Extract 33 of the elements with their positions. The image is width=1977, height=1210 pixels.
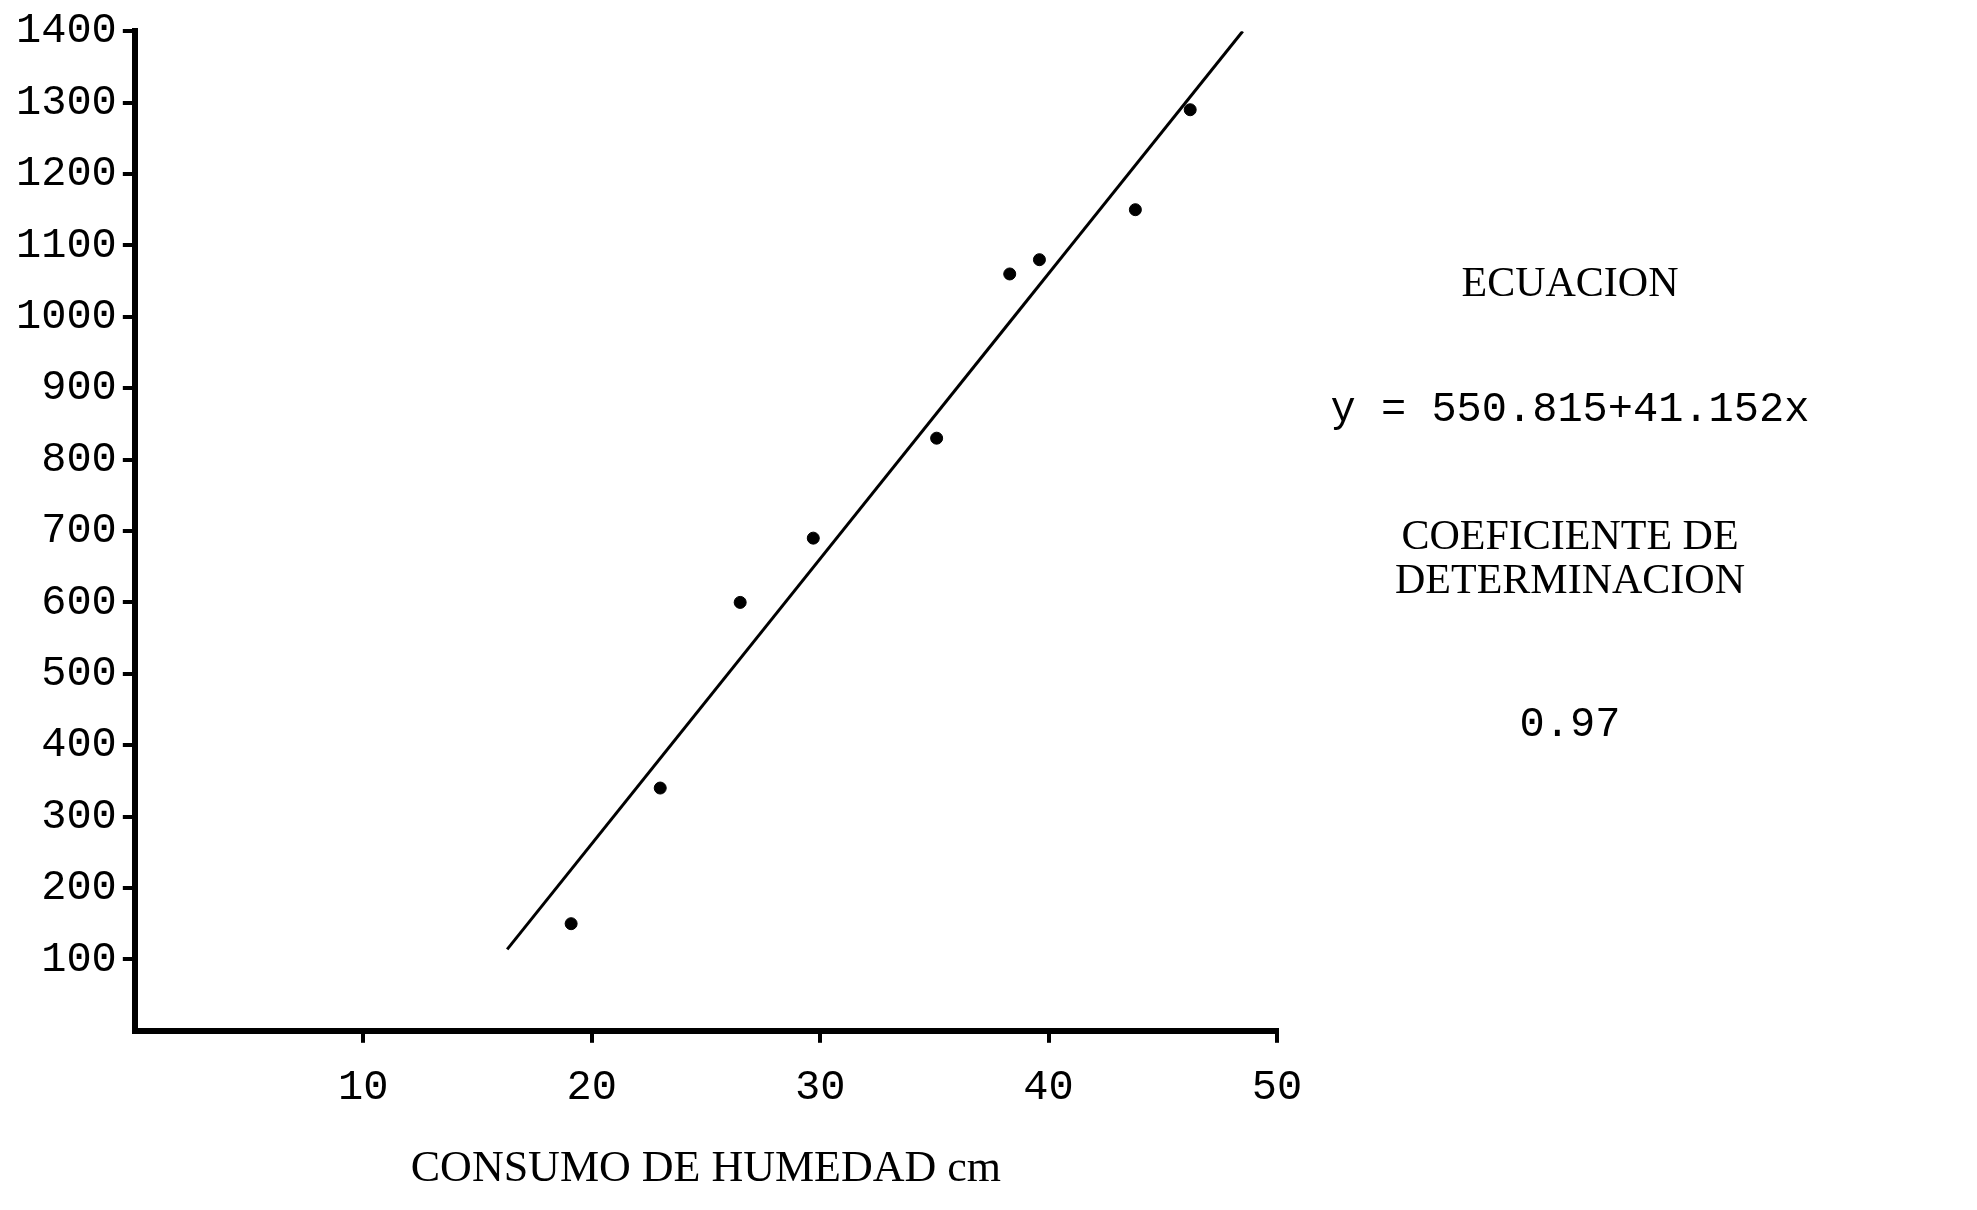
point bbox=[930, 431, 944, 445]
y-tick-label: 500 bbox=[41, 649, 117, 698]
y-tick-label: 200 bbox=[41, 864, 117, 913]
x-tick-label: 50 bbox=[1251, 1064, 1303, 1113]
y-tick-label: 1000 bbox=[15, 292, 117, 341]
point bbox=[653, 781, 667, 795]
point bbox=[733, 595, 747, 609]
x-tick-label: 10 bbox=[338, 1064, 389, 1113]
x-axis-title: CONSUMO DE HUMEDAD cm bbox=[410, 1142, 1002, 1192]
y-tick-label: 900 bbox=[41, 364, 117, 413]
point bbox=[1032, 253, 1046, 267]
y-tick-label: 600 bbox=[41, 578, 117, 627]
y-tick-label: 300 bbox=[41, 792, 117, 841]
text: COEFICIENTE DE DETERMINACION bbox=[1395, 512, 1745, 603]
x-tick-label: 40 bbox=[1023, 1064, 1074, 1113]
text: 0.97 bbox=[1519, 701, 1621, 750]
text: ECUACION bbox=[1461, 259, 1679, 306]
y-tick-label: 1400 bbox=[15, 7, 117, 56]
point bbox=[1183, 103, 1197, 117]
y-tick-label: 400 bbox=[41, 721, 117, 770]
point bbox=[1128, 203, 1142, 217]
x-tick-label: 20 bbox=[566, 1064, 617, 1113]
point bbox=[564, 917, 578, 931]
y-tick-label: 800 bbox=[41, 435, 117, 484]
y-tick-label: 1300 bbox=[15, 78, 117, 127]
text: y = 550.815+41.152x bbox=[1330, 386, 1810, 435]
y-tick-label: 700 bbox=[41, 507, 117, 556]
point bbox=[806, 531, 820, 545]
point bbox=[1003, 267, 1017, 281]
y-tick-label: 1200 bbox=[15, 150, 117, 199]
y-tick-label: 100 bbox=[41, 935, 117, 984]
x-tick-label: 30 bbox=[794, 1064, 846, 1113]
y-tick-label: 1100 bbox=[15, 221, 117, 270]
